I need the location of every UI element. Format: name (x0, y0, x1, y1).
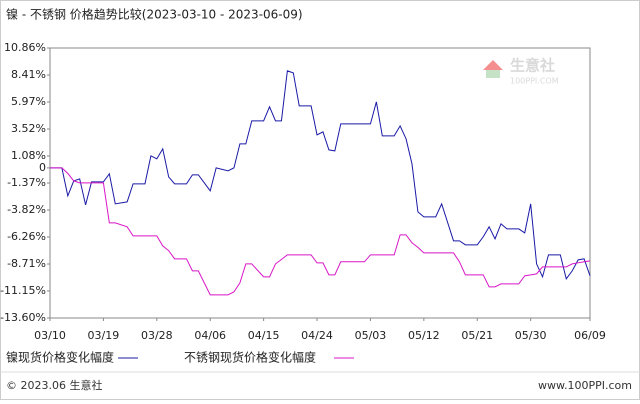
legend-label: 镍现货价格变化幅度 (6, 350, 114, 365)
y-tick-label: 8.41% (11, 68, 46, 81)
y-tick-label: 3.52% (11, 122, 46, 135)
y-tick-label: 10.86% (4, 41, 46, 54)
x-tick-label: 06/09 (574, 329, 606, 342)
y-tick-label: -6.26% (7, 230, 46, 243)
watermark-sub: 100PPI.COM (510, 77, 559, 86)
x-tick-label: 04/15 (248, 329, 280, 342)
x-tick-label: 05/03 (355, 329, 387, 342)
x-tick-label: 03/28 (141, 329, 173, 342)
watermark-text: 生意社 (510, 57, 555, 75)
y-tick-label: -11.15% (0, 284, 46, 297)
y-tick-label: 5.97% (11, 95, 46, 108)
y-tick-label: -8.71% (7, 257, 46, 270)
watermark-icon (486, 70, 500, 78)
x-tick-label: 05/21 (461, 329, 493, 342)
x-tick-label: 05/12 (408, 329, 440, 342)
x-tick-label: 05/30 (515, 329, 547, 342)
footer-right: www.100PPI.com (538, 379, 632, 392)
footer-left: © 2023.06 生意社 (6, 378, 102, 392)
watermark: 生意社 100PPI.COM (483, 57, 559, 86)
x-tick-label: 03/19 (88, 329, 120, 342)
series-line (50, 70, 591, 280)
y-tick-label: -3.82% (7, 203, 46, 216)
series-line (50, 167, 591, 296)
y-tick-label: 0 (39, 161, 46, 174)
chart-title: 镍 - 不锈钢 价格趋势比较(2023-03-10 - 2023-06-09) (6, 7, 303, 22)
y-tick-label: 1.08% (11, 149, 46, 162)
legend-label: 不锈钢现货价格变化幅度 (184, 350, 316, 365)
x-tick-label: 04/06 (194, 329, 226, 342)
watermark-icon (483, 60, 503, 70)
x-tick-label: 03/10 (34, 329, 66, 342)
y-tick-label: -1.37% (7, 176, 46, 189)
y-tick-label: -13.60% (0, 311, 46, 324)
x-tick-label: 04/24 (301, 329, 333, 342)
